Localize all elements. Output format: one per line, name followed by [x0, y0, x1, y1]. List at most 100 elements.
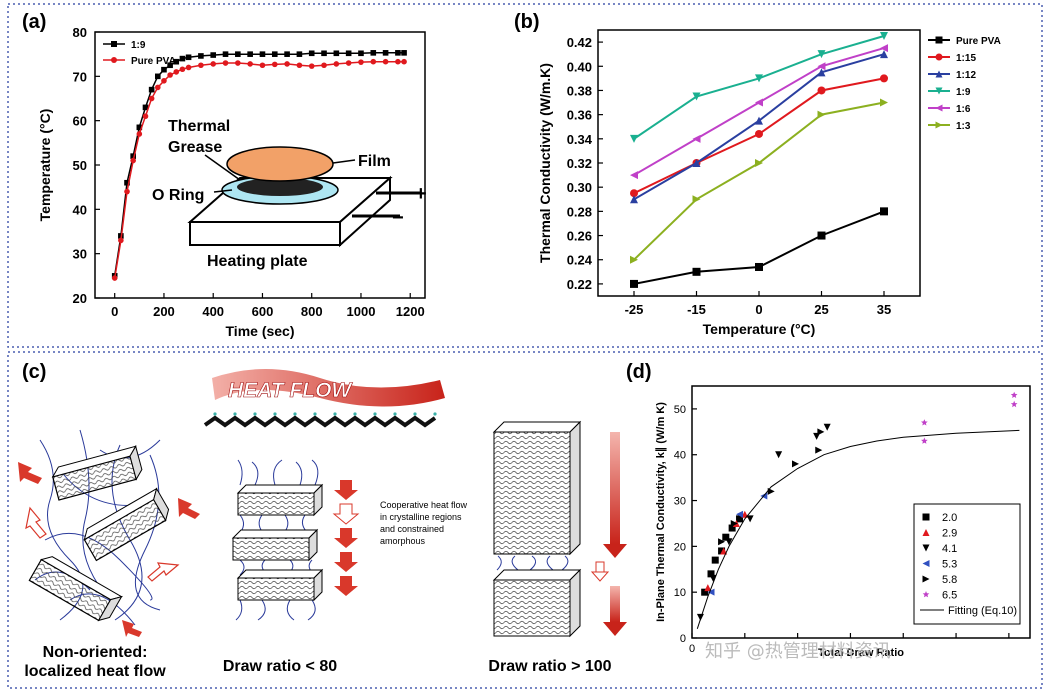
a-data-point: [198, 53, 204, 59]
b-data-point: [817, 62, 826, 71]
b-legend-label: 1:15: [956, 53, 976, 64]
a-data-point: [124, 179, 130, 186]
a-data-point: [296, 62, 303, 69]
draw-ratio-high-label: Draw ratio > 100: [488, 658, 611, 675]
a-ytick-label: 40: [73, 202, 87, 217]
b-legend-label: 1:9: [956, 87, 971, 98]
b-ytick-label: 0.26: [567, 229, 592, 244]
a-y-axis-title: Temperature (°C): [37, 109, 53, 222]
d-data-point: [718, 538, 726, 546]
b-xtick-label: 25: [814, 302, 828, 317]
note-line-2: in crystalline regions: [380, 512, 462, 522]
a-data-point: [142, 113, 149, 120]
non-oriented-label: Non-oriented:: [43, 644, 148, 661]
a-data-point: [284, 51, 290, 57]
b-legend-marker: [935, 104, 943, 112]
a-data-point: [247, 51, 253, 57]
d-legend-label: 5.3: [942, 559, 957, 571]
heating-plate-side: [339, 175, 391, 248]
d-data-point: [730, 519, 738, 527]
a-data-point: [124, 188, 130, 195]
film-label: Film: [358, 153, 391, 170]
a-data-point: [118, 237, 124, 244]
note-line-3: and constrained: [380, 524, 444, 534]
b-data-point: [692, 92, 701, 101]
draw-ratio-low-label: Draw ratio < 80: [223, 658, 337, 675]
d-data-point: [823, 423, 831, 431]
d-ytick-label: 30: [674, 496, 686, 508]
a-data-point: [173, 58, 180, 65]
a-legend-label: Pure PVA: [131, 56, 176, 67]
chart-a: 0 200 400 600 800 1000 1200 20 30 40 50 60 70 80 Time …: [37, 25, 426, 339]
b-ytick-label: 0.40: [567, 59, 592, 74]
a-data-point: [111, 275, 118, 281]
b-xtick-label: -25: [625, 302, 644, 317]
heat-arrows-right: [590, 432, 627, 636]
a-data-point: [370, 50, 377, 56]
a-data-point: [154, 73, 161, 80]
d-plot-frame: [691, 385, 1031, 639]
a-ytick-label: 80: [73, 25, 87, 40]
d-y-axis-title: In-Plane Thermal Conductivity, k∥ (W/m K…: [655, 402, 667, 622]
a-data-point: [167, 72, 173, 78]
thermal-grease-layer: [237, 178, 323, 196]
d-legend-label: 4.1: [942, 543, 957, 555]
a-data-point: [185, 64, 192, 71]
chain-atoms: [213, 412, 437, 416]
b-xtick-label: -15: [687, 302, 706, 317]
d-legend-label: 6.5: [942, 590, 957, 602]
a-data-point: [210, 52, 217, 58]
d-legend-marker: [922, 575, 930, 583]
a-data-point: [370, 58, 377, 65]
b-data-point: [880, 32, 888, 41]
a-data-point: [382, 50, 389, 56]
a-data-point: [235, 60, 241, 66]
thermal-label: Thermal: [168, 118, 230, 135]
d-ytick-label: 50: [674, 404, 686, 416]
a-data-point: [358, 59, 364, 65]
a-xtick-label: 1200: [396, 304, 425, 319]
d-ytick-label: 0: [680, 633, 686, 645]
a-ytick-label: 30: [73, 247, 87, 262]
d-data-point: [711, 556, 719, 564]
crystallite-tall: [492, 420, 582, 638]
d-xtick-label: 0: [689, 643, 695, 655]
b-series-line: [633, 101, 885, 261]
watermark: 知乎 @热管理材料资讯: [705, 641, 891, 662]
note-line-1: Cooperative heat flow: [380, 500, 468, 510]
d-x-axis-title: Total Draw Ratio: [818, 647, 904, 659]
a-data-point: [296, 51, 303, 57]
b-data-point: [692, 195, 701, 204]
b-ytick-label: 0.36: [567, 108, 592, 123]
oring-label: O Ring: [152, 187, 204, 204]
a-data-point: [130, 157, 136, 164]
b-data-point: [817, 50, 826, 59]
a-data-point: [130, 153, 136, 159]
d-data-point: [815, 446, 823, 454]
polymer-chain: [203, 415, 437, 428]
b-data-point: [880, 44, 888, 53]
d-fit-line: [696, 429, 1020, 629]
a-legend-marker: [111, 41, 117, 47]
a-data-point: [401, 50, 407, 56]
b-data-point: [755, 74, 763, 83]
b-data-point: [755, 129, 763, 138]
localized-heat-flow-label: localized heat flow: [24, 663, 166, 680]
a-data-point: [161, 66, 167, 73]
a-data-point: [284, 61, 290, 67]
b-legend-label: Pure PVA: [956, 36, 1001, 47]
b-data-point: [880, 74, 888, 83]
d-legend-marker: [922, 591, 930, 598]
a-data-point: [136, 131, 143, 137]
b-data-point: [630, 189, 638, 198]
d-data-point: [792, 460, 800, 468]
a-data-point: [154, 84, 161, 91]
b-legend-marker: [935, 70, 943, 78]
b-legend-marker: [935, 53, 943, 61]
d-legend-marker: [922, 560, 930, 567]
d-legend-label: 2.0: [942, 512, 957, 524]
d-data-point: [709, 574, 717, 582]
crystallite-left-2: [83, 487, 170, 562]
b-ytick-label: 0.30: [567, 180, 592, 195]
